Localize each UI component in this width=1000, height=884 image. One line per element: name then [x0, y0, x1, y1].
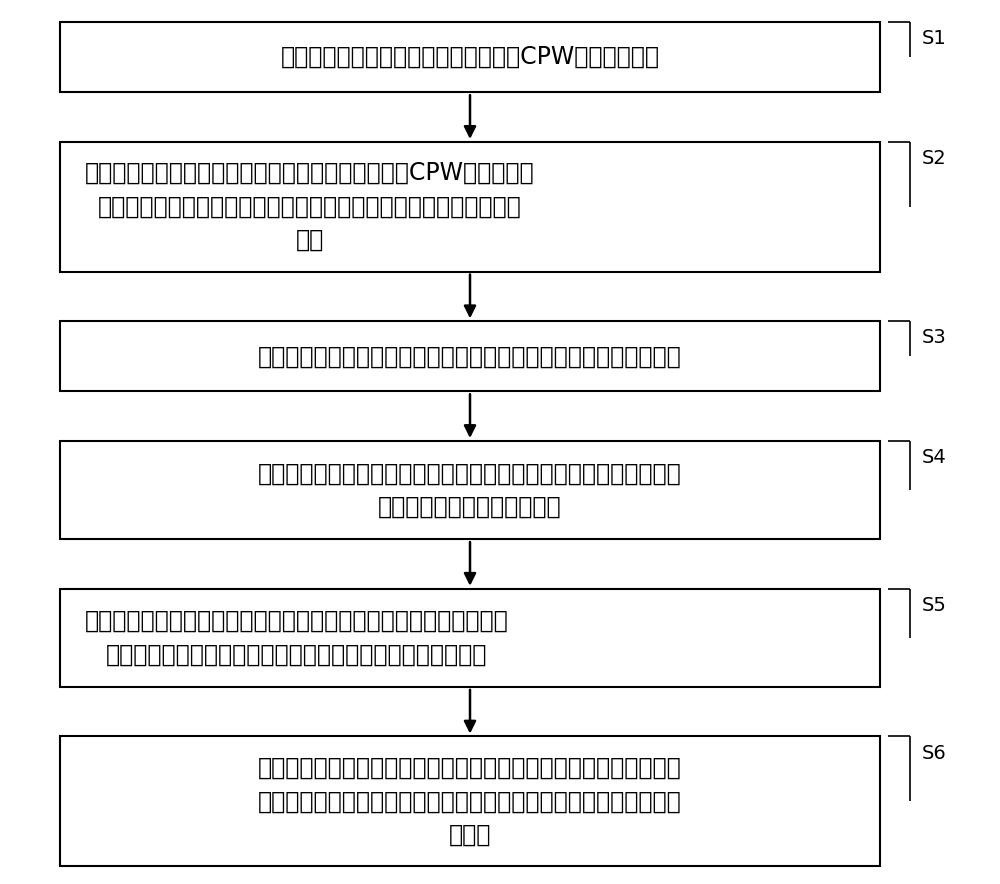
- Text: 响应于仿真频率与初始设计频率的差值大于预设的迭代阈值，以预设
的频率偏移量调整初始设计频率，并更新版图模板和仿真模板: 响应于仿真频率与初始设计频率的差值大于预设的迭代阈值，以预设 的频率偏移量调整初…: [85, 609, 509, 667]
- Text: S6: S6: [922, 743, 947, 763]
- FancyBboxPatch shape: [60, 736, 880, 866]
- Text: S2: S2: [922, 149, 947, 168]
- Text: S4: S4: [922, 448, 947, 467]
- FancyBboxPatch shape: [60, 22, 880, 92]
- FancyBboxPatch shape: [60, 321, 880, 392]
- Text: 基于版图模板和仿真模板构建带有叉指电容结构的读出腔的仿真模型: 基于版图模板和仿真模板构建带有叉指电容结构的读出腔的仿真模型: [258, 344, 682, 369]
- Text: 配置版图模板和仿真模板，其中，版图模板用于配置CPW谐振器的几
何图形坐标和尺寸参数，仿真模板用于配置读出腔的建模参数及仿真
参数: 配置版图模板和仿真模板，其中，版图模板用于配置CPW谐振器的几 何图形坐标和尺寸…: [85, 161, 535, 252]
- Text: 根据预设的读出腔的初始设计频率确定CPW谐振器的长度: 根据预设的读出腔的初始设计频率确定CPW谐振器的长度: [280, 45, 660, 69]
- Text: S5: S5: [922, 596, 947, 614]
- Text: 对仿真模型按照预设的梯度分析策略以相应的扫谱频率进行扫谱分析
，并确定仿真模型的仿真频率: 对仿真模型按照预设的梯度分析策略以相应的扫谱频率进行扫谱分析 ，并确定仿真模型的…: [258, 461, 682, 519]
- FancyBboxPatch shape: [60, 589, 880, 687]
- Text: 基于更新后的版图模板和仿真模板进行迭代分析，响应于获得的仿真
频率与初始设计频率的差值小于等于预设的迭代阈值，输出当前的版
图模板: 基于更新后的版图模板和仿真模板进行迭代分析，响应于获得的仿真 频率与初始设计频率…: [258, 756, 682, 847]
- Text: S3: S3: [922, 328, 947, 347]
- Text: S1: S1: [922, 29, 947, 48]
- FancyBboxPatch shape: [60, 441, 880, 539]
- FancyBboxPatch shape: [60, 141, 880, 271]
